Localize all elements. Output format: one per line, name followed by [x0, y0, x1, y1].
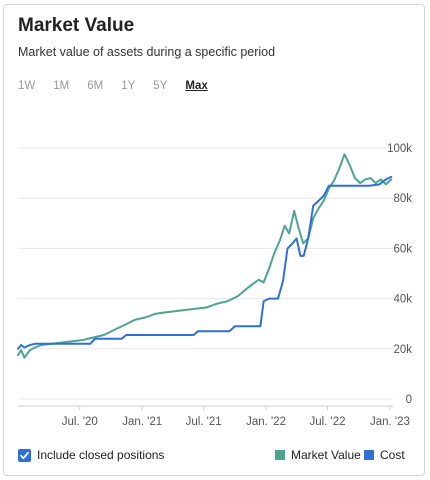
include-closed-checkbox[interactable]	[18, 449, 31, 462]
x-tick-label: Jul. '22	[309, 416, 345, 428]
range-tab-1w[interactable]: 1W	[18, 80, 36, 92]
range-tab-1m[interactable]: 1M	[53, 80, 70, 92]
legend-item-cost[interactable]: Cost	[364, 448, 405, 462]
y-tick-label: 60k	[393, 243, 412, 255]
market-value-line	[17, 153, 393, 359]
y-tick-label: 100k	[387, 143, 412, 155]
x-tick-label: Jul. '21	[186, 416, 222, 428]
time-range-selector: 1W 1M 6M 1Y 5Y Max	[18, 79, 226, 93]
page-subtitle: Market value of assets during a specific…	[18, 45, 276, 59]
x-tick-label: Jul. '20	[62, 416, 98, 428]
range-tab-6m[interactable]: 6M	[87, 80, 104, 92]
cost-line	[17, 175, 393, 350]
legend-swatch-market-value	[275, 450, 285, 460]
x-tick-label: Jan. '21	[122, 416, 162, 428]
checkmark-icon	[20, 451, 29, 460]
y-tick-label: 40k	[393, 294, 412, 306]
x-tick-label: Jan. '22	[246, 416, 286, 428]
market-value-card: Market Value Market value of assets duri…	[3, 4, 425, 476]
legend-label-cost: Cost	[380, 448, 405, 462]
range-tab-1y[interactable]: 1Y	[121, 80, 136, 92]
page-title: Market Value	[18, 15, 135, 36]
legend-label-market-value: Market Value	[291, 448, 361, 462]
include-closed-label: Include closed positions	[37, 448, 165, 462]
legend-swatch-cost	[364, 450, 374, 460]
legend-item-market-value[interactable]: Market Value	[275, 448, 361, 462]
y-tick-label: 80k	[393, 193, 412, 205]
range-tab-max[interactable]: Max	[185, 80, 208, 92]
x-tick-label: Jan. '23	[370, 416, 410, 428]
range-tab-5y[interactable]: 5Y	[153, 80, 168, 92]
chart-footer: Include closed positions Market Value Co…	[18, 447, 412, 465]
y-tick-label: 0	[406, 394, 412, 406]
y-tick-label: 20k	[393, 344, 412, 356]
